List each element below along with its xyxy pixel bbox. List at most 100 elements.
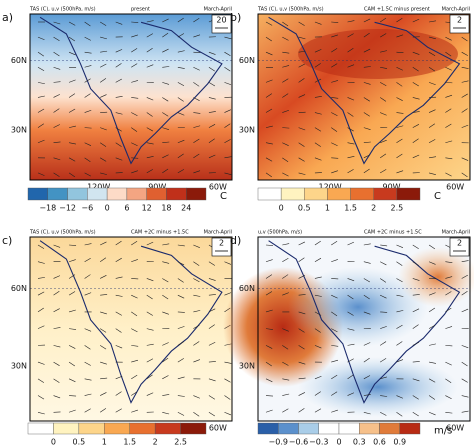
wind-vector xyxy=(37,261,45,264)
wind-vector xyxy=(68,157,76,162)
wind-vector xyxy=(282,408,289,413)
wind-vector xyxy=(282,36,289,41)
wind-vector xyxy=(84,36,91,41)
wind-vector xyxy=(131,311,138,317)
wind-vector xyxy=(396,244,404,248)
wind-vector xyxy=(445,108,452,113)
wind-vector xyxy=(177,412,185,416)
wind-vector xyxy=(100,94,107,98)
wind-vector xyxy=(380,376,387,380)
wind-vector xyxy=(99,345,107,350)
wind-vector xyxy=(162,261,170,264)
wind-vector xyxy=(146,127,154,132)
colorbar-label: 0.5 xyxy=(72,438,85,446)
wind-vector xyxy=(412,111,420,113)
wind-vector xyxy=(131,112,138,117)
wind-vector xyxy=(177,395,185,397)
wind-vector xyxy=(37,123,44,128)
wind-vector xyxy=(177,153,184,159)
wind-vector xyxy=(445,140,453,144)
wind-vector xyxy=(193,395,200,399)
wind-vector xyxy=(68,361,76,367)
colorbar-swatch xyxy=(396,187,421,201)
wind-vector xyxy=(380,169,387,174)
wind-vector xyxy=(396,359,404,363)
wind-vector xyxy=(37,244,45,249)
wind-vector xyxy=(265,328,273,330)
lat-label: 60N xyxy=(11,284,27,293)
wind-vector xyxy=(331,311,338,317)
season: March-April xyxy=(442,230,470,236)
wind-vector xyxy=(224,109,231,113)
anomaly-area xyxy=(298,357,458,417)
wind-vector xyxy=(396,310,404,313)
colorbar-label: 6 xyxy=(124,204,129,213)
wind-vector xyxy=(461,361,468,367)
wind-vector xyxy=(84,393,92,396)
wind-vector xyxy=(445,345,453,347)
wind-vector xyxy=(429,20,437,23)
colorbar-label: 1.5 xyxy=(344,204,357,213)
wind-vector xyxy=(146,241,154,246)
wind-vector xyxy=(146,112,153,117)
wind-vector xyxy=(412,18,420,23)
wind-vector xyxy=(193,125,201,128)
wind-vector xyxy=(396,278,403,283)
wind-vector xyxy=(363,375,371,380)
wind-vector xyxy=(331,359,339,363)
reference-box xyxy=(211,14,232,34)
wind-vector xyxy=(193,261,200,266)
wind-vector xyxy=(347,127,354,132)
wind-vector xyxy=(429,36,436,40)
wind-vector xyxy=(162,243,170,246)
wind-vector xyxy=(379,278,387,283)
wind-vector xyxy=(412,261,419,266)
wind-vector xyxy=(412,361,420,363)
wind-vector xyxy=(347,97,355,101)
wind-vector xyxy=(99,328,107,333)
wind-vector xyxy=(84,345,91,350)
wind-vector xyxy=(363,342,371,346)
wind-vector xyxy=(84,243,92,246)
wind-vector xyxy=(162,48,169,53)
colorbar-label: 2.5 xyxy=(174,438,187,446)
wind-vector xyxy=(380,261,387,266)
map-background xyxy=(30,14,232,180)
wind-vector xyxy=(347,142,355,145)
wind-vector xyxy=(131,391,138,396)
wind-vector xyxy=(193,67,200,71)
wind-vector xyxy=(298,157,305,162)
wind-vector xyxy=(265,79,273,83)
wind-vector xyxy=(396,82,403,87)
wind-vector xyxy=(265,309,273,313)
colorbar-label: 0 xyxy=(105,204,110,213)
wind-vector xyxy=(193,170,201,174)
wind-vector xyxy=(208,412,216,417)
wind-vector xyxy=(331,170,338,174)
wind-vector xyxy=(68,36,76,42)
wind-vector xyxy=(363,32,370,38)
colorbar-unit: m/s xyxy=(434,426,452,437)
colorbar-swatch xyxy=(67,187,88,201)
wind-vector xyxy=(347,311,354,316)
wind-vector xyxy=(445,172,452,177)
wind-vector xyxy=(379,153,387,159)
wind-vector xyxy=(68,291,76,296)
wind-vector xyxy=(100,311,107,315)
wind-vector xyxy=(193,412,200,417)
colorbar-swatch xyxy=(379,422,400,435)
wind-vector xyxy=(224,411,232,416)
wind-vector xyxy=(445,82,453,84)
colorbar-label: 0.6 xyxy=(373,438,386,446)
wind-vector xyxy=(84,378,92,381)
wind-vector xyxy=(429,361,437,364)
wind-vector xyxy=(100,294,108,296)
wind-vector xyxy=(298,142,305,147)
season: March-April xyxy=(204,7,232,13)
wind-vector xyxy=(99,257,107,262)
wind-vector xyxy=(396,294,404,297)
wind-vector xyxy=(429,172,436,175)
reference-box xyxy=(211,237,232,257)
wind-vector xyxy=(379,17,387,23)
wind-vector xyxy=(298,361,306,365)
